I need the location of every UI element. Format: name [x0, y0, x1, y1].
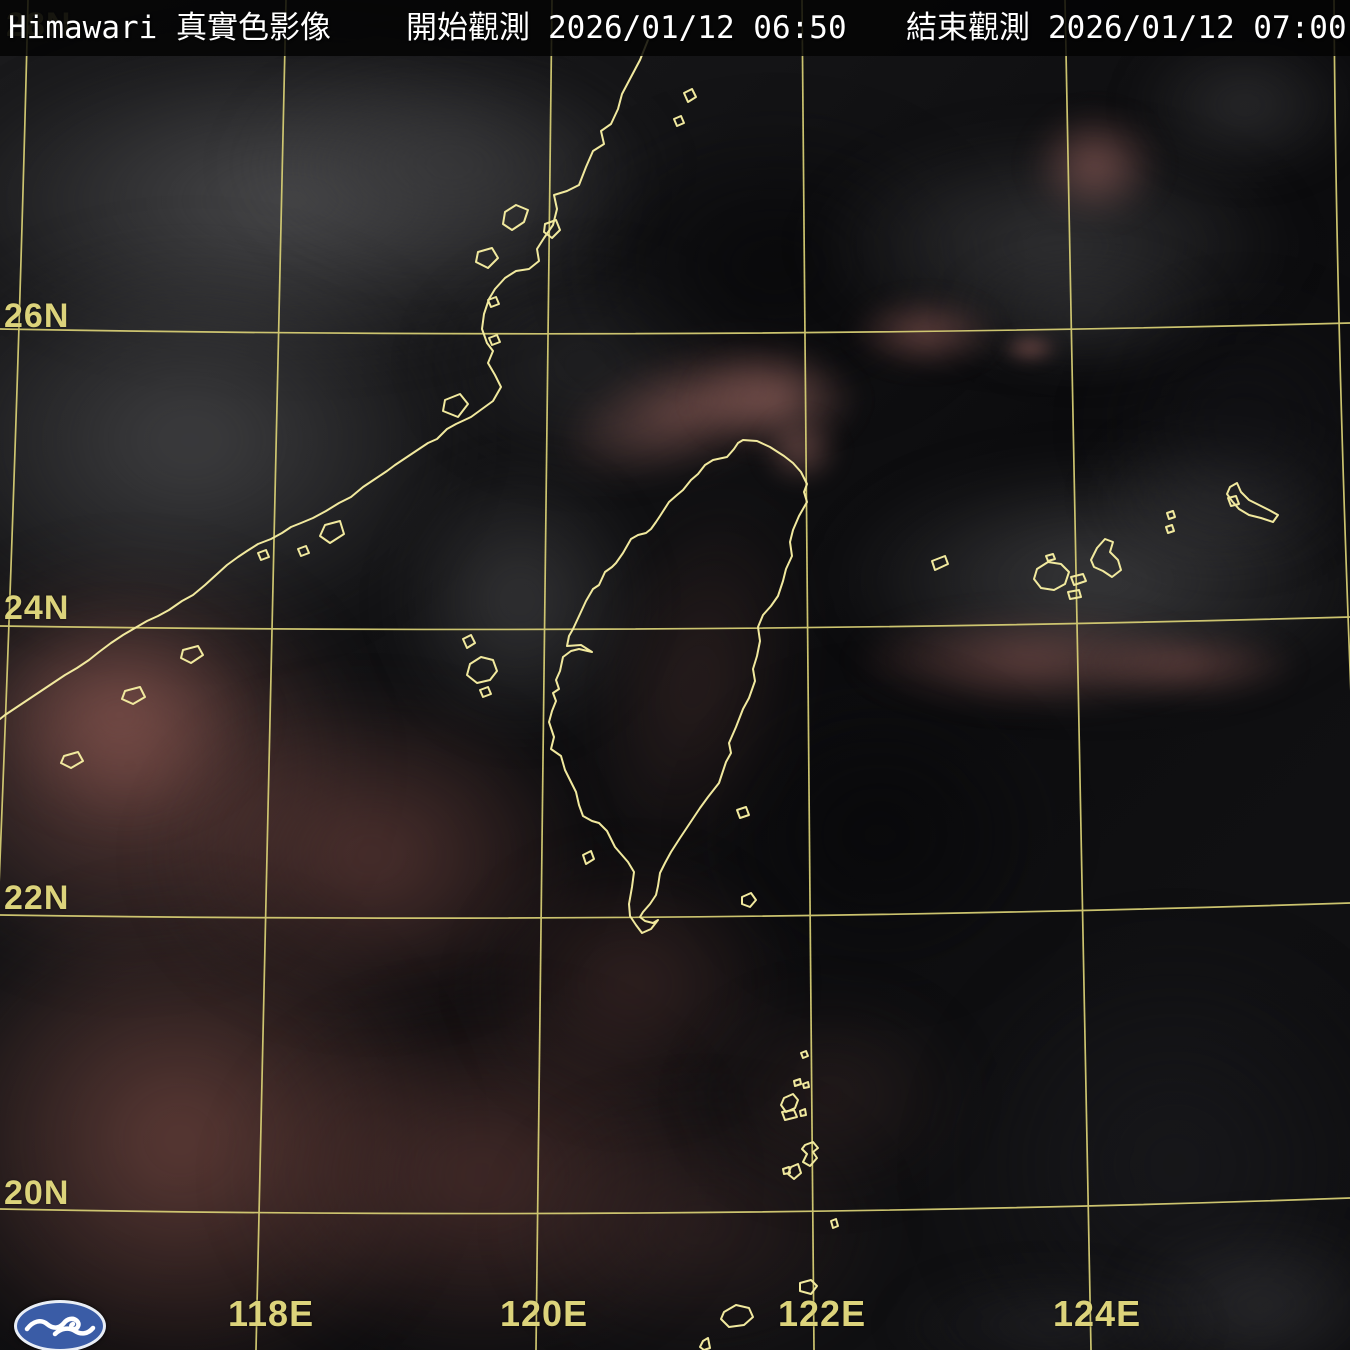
islands-batanes-chain [699, 1050, 839, 1350]
longitude-label-124e: 124E [1053, 1293, 1142, 1334]
parallel-20n [0, 1197, 1350, 1215]
islands-penghu [462, 634, 498, 698]
latitude-label-22n: 22N [4, 879, 70, 917]
meridian-124e [1064, 0, 1092, 1350]
title-bar: Himawari 真實色影像 開始觀測 2026/01/12 06:50 結束觀… [0, 0, 1350, 56]
longitude-label-120e: 120E [500, 1293, 589, 1334]
meridian-118e [255, 0, 287, 1350]
latitude-label-26n: 26N [4, 297, 70, 335]
coastline-taiwan [548, 439, 808, 934]
latitude-label-24n: 24N [4, 589, 70, 627]
weather-agency-logo [14, 1300, 106, 1350]
islands-china-coast [60, 88, 697, 769]
parallel-26n [0, 322, 1350, 335]
parallel-22n [0, 902, 1350, 919]
product-title: Himawari 真實色影像 [8, 10, 331, 46]
parallel-24n [0, 616, 1350, 631]
observation-end-time: 2026/01/12 07:00 [1048, 10, 1347, 46]
meridian-116e [0, 0, 29, 882]
islands-taiwan-offshore [582, 806, 757, 908]
islands-ryukyu [931, 482, 1279, 600]
longitude-label-118e: 118E [228, 1293, 315, 1334]
latitude-label-20n: 20N [4, 1174, 70, 1212]
coastlines [0, 39, 1279, 1350]
observation-start-time: 2026/01/12 06:50 [548, 10, 847, 46]
observation-end-label: 結束觀測 [906, 10, 1030, 46]
longitude-label-122e: 122E [778, 1293, 867, 1334]
meridian-126e [1333, 0, 1350, 691]
wave-emblem-icon [24, 1316, 96, 1337]
meridian-120e [535, 0, 553, 1350]
observation-start-label: 開始觀測 [406, 10, 530, 46]
